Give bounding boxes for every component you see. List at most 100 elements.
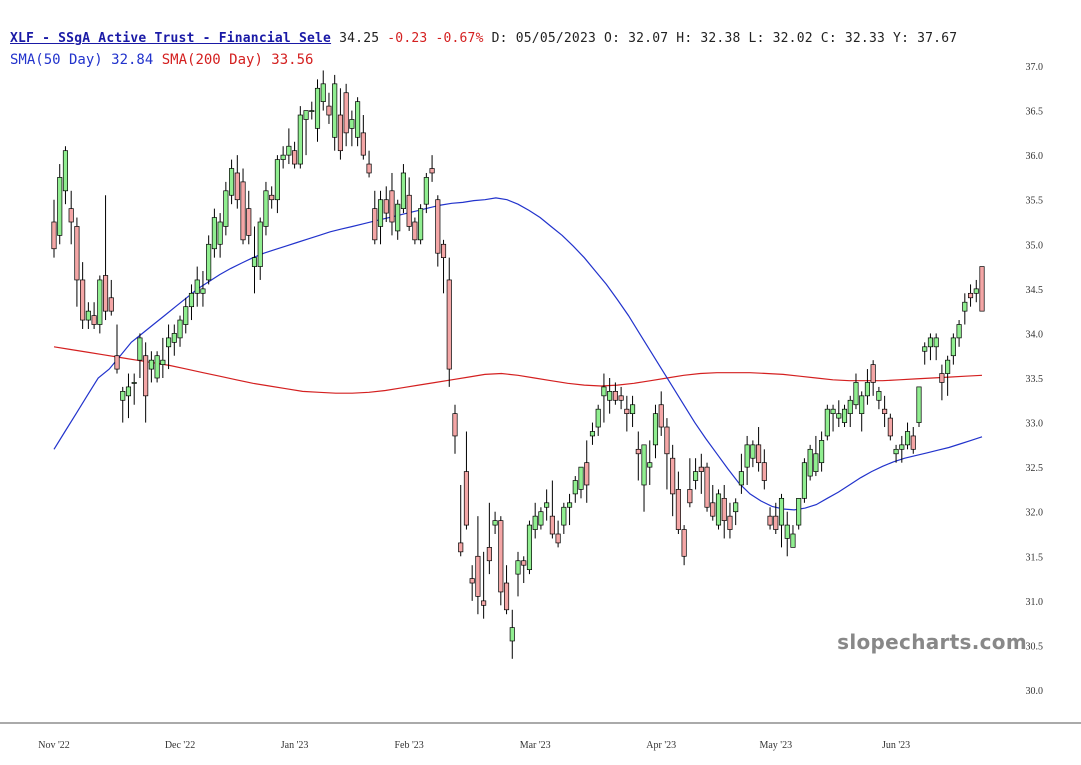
candle-body-up — [538, 511, 544, 526]
candle-body-up — [62, 150, 69, 192]
candle-body-down — [882, 408, 888, 415]
candle-body-up — [778, 497, 785, 526]
candle — [962, 293, 968, 325]
candle-body-up — [916, 386, 922, 423]
candle — [452, 404, 458, 454]
high-value: H: 32.38 — [676, 31, 741, 46]
candle — [108, 279, 114, 316]
candle-body-up — [206, 243, 212, 281]
candle — [824, 404, 830, 441]
candle-body-down — [756, 444, 762, 464]
candle-body-up — [526, 524, 533, 571]
candle — [819, 431, 825, 472]
candle-body-up — [97, 279, 103, 325]
candle — [916, 386, 922, 428]
candle — [544, 489, 550, 521]
candle-body-up — [744, 444, 750, 468]
candle-body-up — [647, 462, 653, 468]
candle-body-down — [458, 542, 464, 553]
candle-body-up — [847, 399, 853, 415]
candle — [830, 404, 836, 432]
candle — [899, 435, 905, 463]
candle — [572, 476, 578, 503]
y-tick-label: 37.0 — [1026, 62, 1044, 73]
candle-body-up — [57, 177, 63, 236]
candle-body-up — [841, 408, 848, 423]
candle — [630, 395, 636, 428]
candle-body-up — [693, 471, 699, 481]
candle — [314, 79, 321, 142]
y-tick-label: 32.5 — [1026, 463, 1044, 474]
candle — [217, 213, 223, 258]
candle-body-up — [492, 520, 498, 526]
candle — [372, 190, 378, 245]
candle — [486, 502, 492, 575]
candle-body-up — [274, 159, 280, 201]
candle-body-up — [229, 168, 235, 196]
candle — [131, 373, 137, 405]
candle-body-down — [475, 555, 481, 597]
candle — [418, 204, 424, 245]
candle — [206, 235, 212, 285]
candle — [498, 516, 504, 606]
candle — [675, 471, 681, 534]
candle-body-up — [893, 448, 899, 455]
candle — [521, 556, 527, 584]
candle — [687, 458, 693, 508]
candle-body-up — [211, 217, 217, 250]
candle — [549, 480, 555, 539]
candle-body-down — [910, 435, 916, 450]
candle — [801, 458, 807, 503]
candle — [97, 275, 103, 334]
candle — [343, 83, 349, 147]
candle-body-up — [973, 288, 979, 294]
price-change-percent: -0.67% — [435, 31, 484, 46]
candle-body-up — [395, 203, 401, 232]
candle-body-up — [733, 502, 739, 513]
candle — [784, 511, 790, 557]
y-tick-label: 36.5 — [1026, 107, 1044, 118]
candle — [440, 239, 447, 294]
candle — [721, 484, 727, 539]
candle-body-down — [246, 208, 252, 236]
candle — [790, 525, 796, 548]
candle-body-down — [967, 292, 974, 299]
candle-body-down — [618, 395, 624, 401]
candle-body-down — [721, 497, 727, 521]
candle-body-up — [303, 110, 309, 120]
candle-body-down — [463, 471, 469, 526]
candle-body-down — [406, 194, 412, 227]
candle-body-up — [652, 413, 659, 446]
y-tick-label: 32.0 — [1026, 508, 1044, 519]
candle-body-up — [423, 177, 429, 205]
candle — [171, 324, 177, 356]
candle — [509, 609, 515, 659]
y-tick-label: 30.0 — [1026, 686, 1044, 697]
candle — [74, 217, 80, 307]
candle — [933, 333, 939, 361]
candle — [532, 502, 538, 539]
candle-body-up — [85, 310, 91, 321]
candle-body-up — [171, 333, 177, 343]
candle-body-down — [337, 114, 343, 152]
candle-body-down — [612, 391, 618, 401]
y-tick-label: 36.0 — [1026, 151, 1044, 162]
y-tick-label: 33.5 — [1026, 374, 1044, 385]
candle — [864, 369, 870, 405]
chart-header: XLF - SSgA Active Trust - Financial Sele… — [10, 31, 957, 46]
candle — [463, 431, 469, 530]
candle-body-up — [738, 471, 744, 486]
candle-body-down — [670, 457, 676, 495]
candle — [704, 462, 710, 512]
ticker-title-link[interactable]: XLF - SSgA Active Trust - Financial Sele — [10, 31, 332, 46]
candle-body-up — [160, 359, 166, 365]
candle-body-up — [904, 431, 911, 446]
candle — [423, 172, 429, 214]
candle-body-up — [859, 395, 865, 415]
bar-date: D: 05/05/2023 — [491, 31, 597, 46]
candle — [979, 266, 985, 312]
candle — [767, 507, 773, 530]
candle — [286, 128, 292, 165]
x-tick-label: Feb '23 — [395, 740, 424, 751]
